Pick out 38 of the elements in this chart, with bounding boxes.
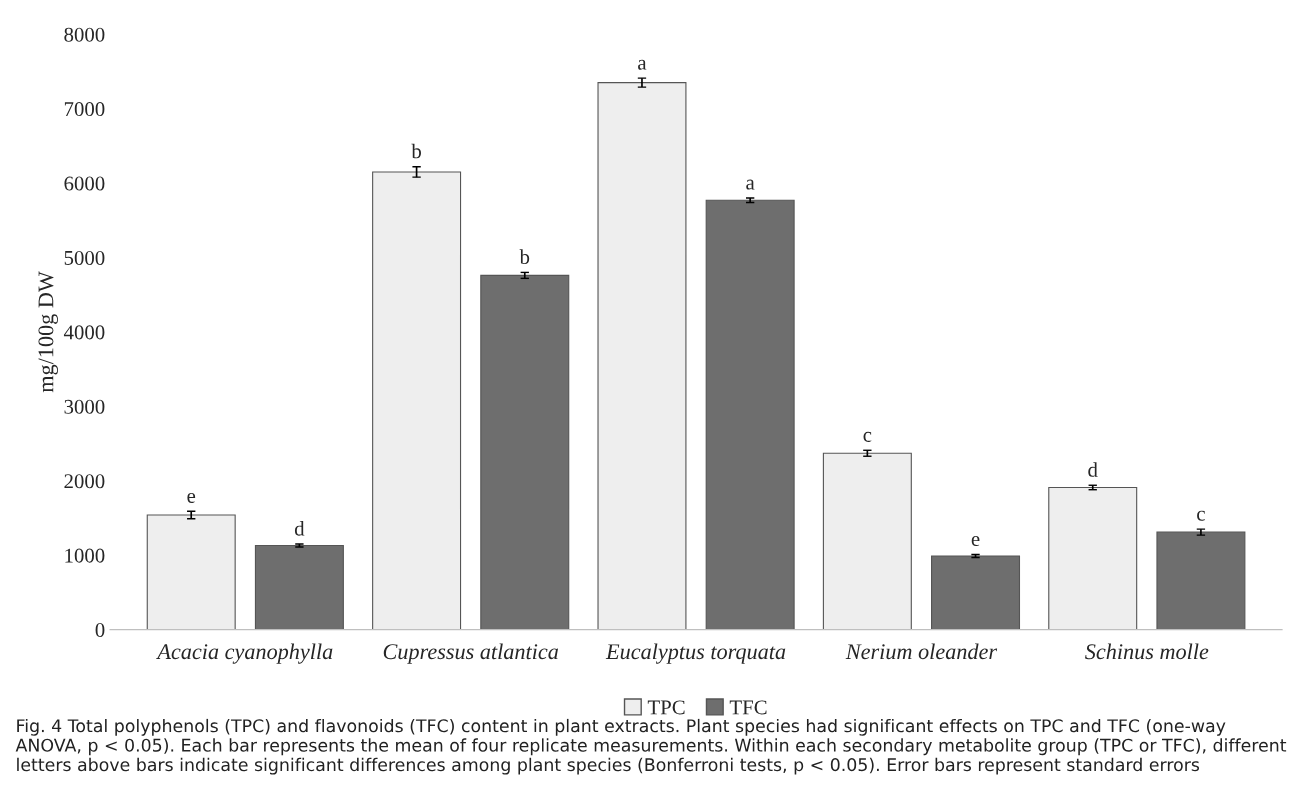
data-label: e xyxy=(187,492,196,503)
data-label: c xyxy=(863,431,872,442)
x-tick-label: Eucalyptus torquata xyxy=(605,643,786,664)
caption: Fig. 4 Total polyphenols (TPC) and flavonoids (TFC) content in plant extracts. Plant species had significant effects on TPC and TFC (one-way ANOVA, p < 0.05). Each bar represents the mean of four replicate measurements. Within each secondary metabolite group (TPC or TFC), different letters above bars indicate significant differences among plant species (Bonferroni tests, p < 0.05). Error bars represent standard errors xyxy=(15,718,1287,775)
y-tick-label: 6000 xyxy=(64,176,105,191)
legend-label: TPC xyxy=(647,700,685,715)
bar xyxy=(146,514,236,630)
y-tick-label: 4000 xyxy=(63,325,105,340)
x-tick-label: Schinus molle xyxy=(1085,643,1209,660)
data-label: a xyxy=(638,59,647,70)
bar xyxy=(705,199,795,630)
bar xyxy=(254,544,344,630)
data-label: d xyxy=(294,520,305,536)
y-axis-title: mg/100g DW xyxy=(38,271,58,393)
data-label: c xyxy=(1197,510,1205,521)
y-tick-label: 5000 xyxy=(64,250,105,265)
y-tick-label: 8000 xyxy=(64,27,105,42)
data-label: b xyxy=(411,143,422,159)
y-tick-label: 2000 xyxy=(64,474,105,489)
bar xyxy=(597,82,687,630)
x-tick-label: Nerium oleander xyxy=(845,643,998,660)
data-label: b xyxy=(519,249,530,265)
y-tick-label: 1000 xyxy=(65,548,105,563)
y-tick-label: 0 xyxy=(95,623,105,638)
data-label: d xyxy=(1088,462,1098,477)
bar xyxy=(480,274,570,630)
y-tick-label: 3000 xyxy=(64,399,105,414)
data-label: e xyxy=(971,536,980,547)
x-tick-label: Cupressus atlantica xyxy=(383,643,559,664)
bar xyxy=(1156,531,1246,630)
legend-label: TFC xyxy=(729,700,767,715)
data-label: a xyxy=(746,179,755,190)
x-tick-label: Acacia cyanophylla xyxy=(156,643,333,664)
bar xyxy=(372,171,462,630)
bar xyxy=(931,555,1021,630)
y-tick-label: 7000 xyxy=(64,102,105,117)
bar xyxy=(1048,486,1138,630)
bar xyxy=(822,452,912,630)
